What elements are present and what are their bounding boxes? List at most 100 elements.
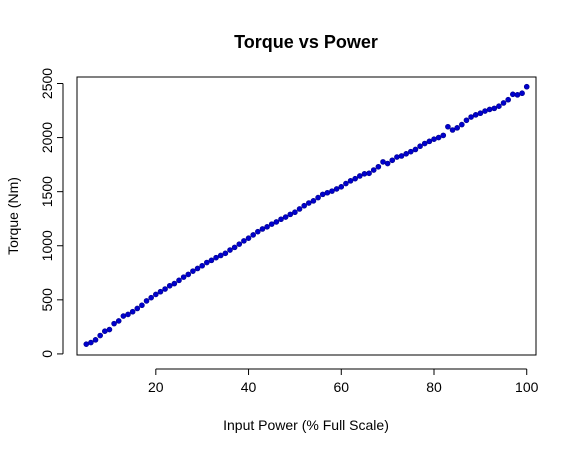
y-tick-label: 2500 xyxy=(39,68,55,99)
data-point xyxy=(241,238,247,244)
data-point xyxy=(259,226,266,232)
data-point xyxy=(426,138,433,145)
data-point xyxy=(408,148,414,155)
data-point xyxy=(366,170,372,177)
data-point xyxy=(306,200,312,206)
data-point xyxy=(199,262,205,269)
data-point xyxy=(352,175,358,182)
data-point xyxy=(92,337,99,343)
data-point xyxy=(264,224,270,230)
data-point xyxy=(421,140,428,147)
data-point xyxy=(329,188,335,194)
x-axis-label: Input Power (% Full Scale) xyxy=(223,417,389,433)
data-point xyxy=(273,219,280,225)
data-point xyxy=(454,125,460,131)
y-axis: 0 500 1000 1500 2000 2500 xyxy=(39,68,64,358)
data-point xyxy=(431,136,437,142)
data-point xyxy=(125,311,131,318)
data-point xyxy=(338,183,345,190)
data-point xyxy=(347,178,354,184)
data-point xyxy=(384,160,391,167)
data-point xyxy=(496,103,502,110)
data-point xyxy=(268,221,275,227)
data-point xyxy=(236,241,243,247)
data-point xyxy=(171,280,178,287)
x-tick-label: 60 xyxy=(333,379,349,395)
data-point xyxy=(477,110,484,117)
data-point xyxy=(153,291,159,298)
data-point xyxy=(185,271,192,278)
data-point xyxy=(213,254,219,261)
data-point xyxy=(389,157,396,164)
data-point xyxy=(287,211,294,218)
data-point xyxy=(380,159,386,165)
data-point xyxy=(148,294,154,301)
data-point xyxy=(500,100,507,106)
data-point xyxy=(370,167,377,173)
data-point xyxy=(190,268,196,274)
y-tick-label: 2000 xyxy=(39,122,55,153)
data-point xyxy=(394,154,400,160)
data-point xyxy=(510,91,516,98)
data-point xyxy=(143,298,150,304)
data-point xyxy=(204,259,210,266)
data-point xyxy=(222,250,229,257)
data-point xyxy=(319,191,326,198)
data-point xyxy=(120,313,127,319)
data-point xyxy=(231,244,238,251)
data-point xyxy=(435,134,442,141)
data-point xyxy=(180,274,187,280)
data-points xyxy=(83,83,530,347)
data-point xyxy=(194,265,201,272)
data-point xyxy=(403,151,409,157)
data-point xyxy=(375,163,382,170)
data-point xyxy=(417,143,423,150)
data-point xyxy=(282,214,289,220)
data-point xyxy=(449,127,456,133)
x-tick-label: 100 xyxy=(515,379,539,395)
data-point xyxy=(278,216,284,223)
data-point xyxy=(472,112,479,118)
x-tick-label: 20 xyxy=(148,379,164,395)
data-point xyxy=(227,247,233,253)
data-point xyxy=(166,282,173,289)
y-tick-label: 1000 xyxy=(39,230,55,261)
data-point xyxy=(157,288,164,295)
data-point xyxy=(445,123,451,130)
data-point xyxy=(245,235,252,241)
data-point xyxy=(176,277,182,284)
data-point xyxy=(482,108,488,114)
data-point xyxy=(129,308,136,315)
data-point xyxy=(83,341,90,347)
data-point xyxy=(97,332,103,339)
data-point xyxy=(486,106,493,113)
data-point xyxy=(208,257,215,264)
data-point xyxy=(315,194,321,201)
data-point xyxy=(519,90,525,97)
data-point xyxy=(88,339,94,346)
data-point xyxy=(134,305,141,312)
data-point xyxy=(310,198,317,204)
data-point xyxy=(468,114,474,120)
chart-title: Torque vs Power xyxy=(234,32,378,52)
data-point xyxy=(255,228,261,235)
y-tick-label: 500 xyxy=(39,288,55,312)
data-point xyxy=(463,117,470,124)
data-point xyxy=(301,202,307,209)
plot-frame xyxy=(76,76,537,356)
data-point xyxy=(250,232,256,238)
data-point xyxy=(505,96,511,103)
y-tick-label: 1500 xyxy=(39,176,55,207)
x-tick-label: 80 xyxy=(426,379,442,395)
data-point xyxy=(296,206,303,212)
x-axis: 20 40 60 80 100 xyxy=(148,368,539,395)
data-point xyxy=(398,153,405,159)
y-axis-label: Torque (Nm) xyxy=(5,177,21,255)
data-point xyxy=(459,121,465,128)
data-point xyxy=(324,189,331,196)
data-point xyxy=(139,302,145,309)
x-tick-label: 40 xyxy=(241,379,257,395)
data-point xyxy=(440,132,447,139)
data-point xyxy=(115,318,122,324)
data-point xyxy=(514,92,521,98)
